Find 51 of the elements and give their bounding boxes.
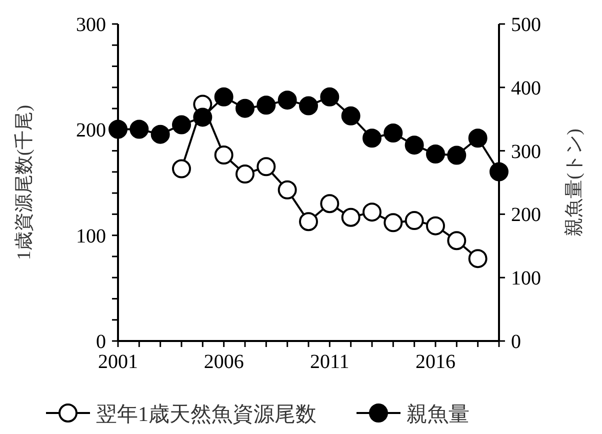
y-tick-label: 200 <box>76 120 106 142</box>
point <box>299 212 318 232</box>
point <box>320 194 340 214</box>
x-tick-label: 2001 <box>98 351 138 373</box>
point <box>108 120 128 139</box>
y2-tick-label: 100 <box>511 268 541 290</box>
point <box>447 146 466 165</box>
point <box>256 96 276 115</box>
point <box>150 124 170 144</box>
point <box>236 164 254 184</box>
x-tick-label: 2016 <box>416 351 456 373</box>
y-axis-title: 1歳資源尾数(千尾) <box>14 104 35 260</box>
y2-tick-label: 500 <box>511 14 541 36</box>
point <box>214 87 234 106</box>
point <box>468 249 488 268</box>
point <box>299 96 318 116</box>
point <box>214 146 234 165</box>
point <box>468 128 488 148</box>
point <box>362 202 382 222</box>
point <box>341 106 360 126</box>
point <box>172 115 191 134</box>
point <box>193 108 212 127</box>
point <box>362 128 382 148</box>
y2-tick-label: 300 <box>511 140 541 163</box>
point <box>256 157 276 176</box>
point <box>447 231 466 250</box>
legend-label: 親魚量 <box>406 402 470 426</box>
y-tick-label: 100 <box>76 225 106 248</box>
point <box>278 180 297 200</box>
point <box>278 90 297 110</box>
y2-tick-label: 0 <box>511 331 521 353</box>
point <box>404 211 424 230</box>
y2-axis-title: 親魚量(トン) <box>564 128 585 236</box>
point <box>404 136 424 155</box>
y2-tick-label: 200 <box>511 204 541 226</box>
point <box>236 98 254 118</box>
point <box>320 87 340 106</box>
point <box>384 124 403 143</box>
point <box>426 144 445 164</box>
legend-label: 翌年1歳天然魚資源尾数 <box>96 402 316 426</box>
point <box>341 208 360 227</box>
y2-tick-label: 400 <box>511 77 541 100</box>
y-tick-label: 0 <box>96 331 106 353</box>
point <box>426 216 445 236</box>
point <box>130 120 149 139</box>
x-tick-label: 2006 <box>204 351 244 373</box>
point <box>384 213 403 232</box>
x-tick-label: 2011 <box>310 351 350 373</box>
y-tick-label: 300 <box>76 14 106 36</box>
point <box>490 162 508 182</box>
point <box>172 159 191 178</box>
